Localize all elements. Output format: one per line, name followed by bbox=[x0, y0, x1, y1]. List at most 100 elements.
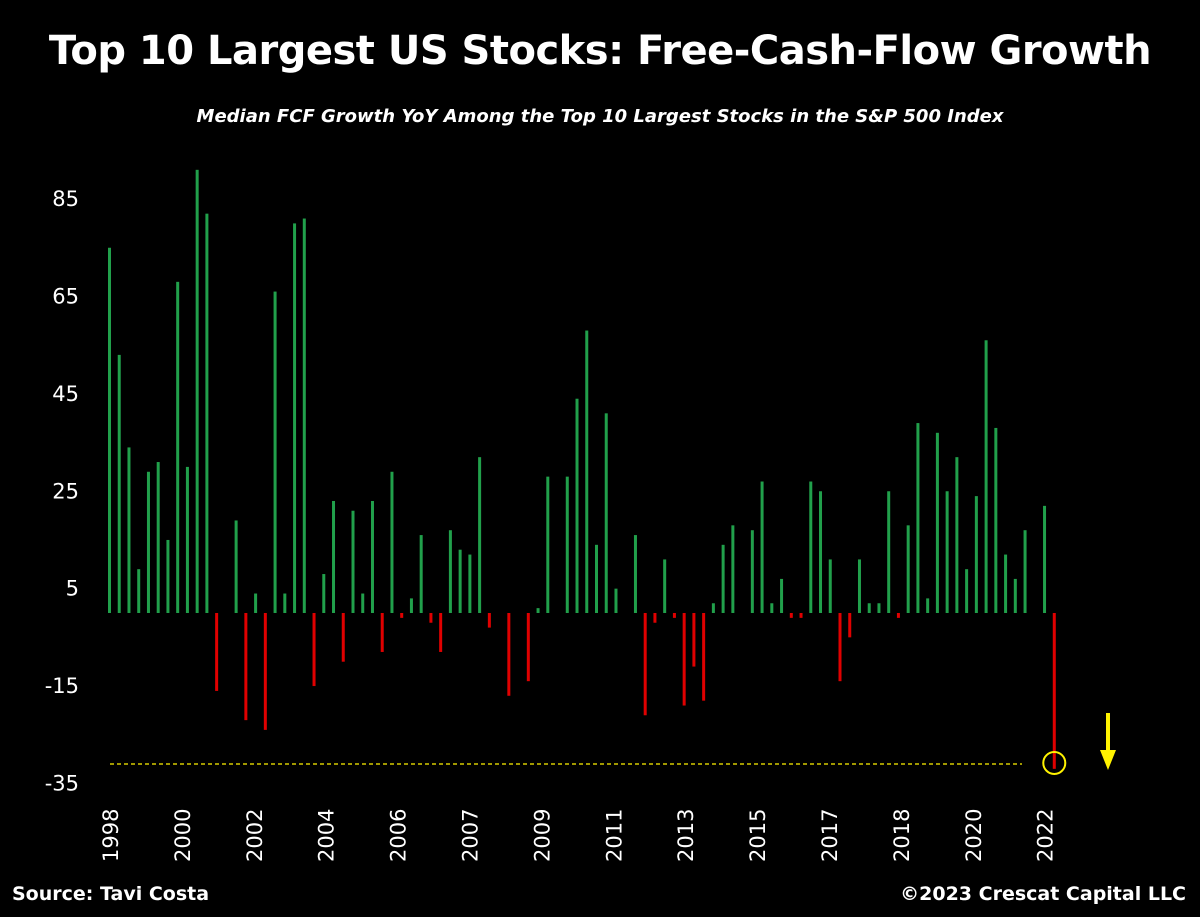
bar-positive bbox=[127, 447, 131, 613]
x-tick-label: 2009 bbox=[530, 809, 554, 862]
x-tick-label: 2013 bbox=[674, 809, 698, 862]
bar-positive bbox=[146, 471, 150, 613]
x-tick-label: 2007 bbox=[459, 809, 483, 862]
bar-positive bbox=[604, 413, 608, 613]
bar-positive bbox=[867, 603, 871, 613]
bar-negative bbox=[380, 613, 384, 652]
down-arrow-icon bbox=[1100, 713, 1116, 770]
x-tick-label: 2002 bbox=[243, 809, 267, 862]
copyright-notice: ©2023 Crescat Capital LLC bbox=[900, 883, 1186, 905]
bar-positive bbox=[478, 457, 482, 613]
bar-positive bbox=[595, 544, 598, 613]
bar-negative bbox=[215, 613, 219, 691]
bar-positive bbox=[1004, 554, 1008, 613]
bar-positive bbox=[370, 500, 374, 613]
bar-positive bbox=[585, 330, 589, 613]
bar-positive bbox=[166, 539, 170, 613]
bar-negative bbox=[439, 613, 443, 652]
bar-positive bbox=[809, 481, 813, 613]
bar-positive bbox=[955, 457, 959, 613]
bar-negative bbox=[244, 613, 248, 721]
bar-positive bbox=[731, 525, 735, 613]
bar-negative bbox=[429, 613, 433, 623]
y-tick-label: 45 bbox=[52, 382, 79, 406]
bar-negative bbox=[1052, 613, 1056, 769]
bar-positive bbox=[575, 398, 579, 613]
bar-positive bbox=[750, 530, 754, 613]
bar-positive bbox=[565, 476, 569, 613]
bar-negative bbox=[799, 613, 803, 618]
bar-positive bbox=[906, 525, 910, 613]
bar-negative bbox=[838, 613, 842, 682]
bar-positive bbox=[1043, 505, 1047, 613]
bar-positive bbox=[877, 603, 881, 613]
bar-negative bbox=[672, 613, 676, 618]
x-tick-label: 2011 bbox=[602, 809, 626, 862]
bar-positive bbox=[390, 471, 394, 613]
highlight-circle bbox=[1042, 750, 1067, 775]
bar-positive bbox=[711, 603, 715, 613]
bar-positive bbox=[332, 500, 336, 613]
bar-negative bbox=[400, 613, 404, 618]
bar-positive bbox=[205, 213, 209, 613]
bar-positive bbox=[409, 598, 413, 613]
bar-positive bbox=[887, 491, 891, 613]
bars-group bbox=[108, 169, 1056, 769]
bar-positive bbox=[984, 340, 988, 613]
bar-positive bbox=[322, 574, 326, 613]
x-tick-label: 2017 bbox=[818, 809, 842, 862]
chart-title: Top 10 Largest US Stocks: Free-Cash-Flow… bbox=[48, 28, 1152, 74]
bar-positive bbox=[721, 544, 725, 613]
bar-positive bbox=[117, 354, 121, 613]
y-tick-label: 25 bbox=[52, 479, 79, 503]
bar-positive bbox=[770, 603, 774, 613]
bar-negative bbox=[312, 613, 316, 687]
bar-negative bbox=[653, 613, 657, 623]
y-tick-label: 5 bbox=[66, 577, 79, 601]
x-tick-label: 2000 bbox=[171, 809, 195, 862]
bar-positive bbox=[1013, 578, 1017, 613]
bar-positive bbox=[828, 559, 832, 613]
bar-positive bbox=[351, 510, 355, 613]
bar-positive bbox=[361, 593, 365, 613]
bar-positive bbox=[916, 423, 920, 613]
bar-positive bbox=[137, 569, 141, 613]
bar-negative bbox=[682, 613, 686, 706]
bar-positive bbox=[419, 535, 423, 613]
bar-positive bbox=[283, 593, 287, 613]
bar-negative bbox=[507, 613, 511, 696]
x-tick-label: 1998 bbox=[99, 809, 123, 862]
annotations-group bbox=[110, 713, 1116, 775]
bar-positive bbox=[857, 559, 861, 613]
bar-negative bbox=[263, 613, 267, 730]
bar-positive bbox=[546, 476, 550, 613]
bar-positive bbox=[1023, 530, 1027, 613]
bar-positive bbox=[293, 223, 297, 613]
bar-positive bbox=[663, 559, 667, 613]
bar-positive bbox=[926, 598, 930, 613]
bar-positive bbox=[195, 169, 199, 613]
bar-positive bbox=[536, 608, 540, 613]
bar-positive bbox=[945, 491, 949, 613]
bar-positive bbox=[448, 530, 452, 613]
bar-positive bbox=[935, 432, 939, 613]
bar-positive bbox=[468, 554, 472, 613]
bar-positive bbox=[302, 218, 306, 613]
bar-negative bbox=[526, 613, 530, 682]
x-tick-label: 2018 bbox=[890, 809, 914, 862]
x-axis-labels: 1998 2000 2002 2004 2006 2007 2009 2011 2013 2015… bbox=[99, 809, 1058, 862]
bar-positive bbox=[185, 466, 189, 613]
bar-negative bbox=[896, 613, 900, 618]
bar-negative bbox=[702, 613, 706, 701]
source-credit: Source: Tavi Costa bbox=[12, 883, 210, 905]
bar-positive bbox=[108, 247, 111, 613]
y-tick-label: 65 bbox=[52, 284, 79, 308]
bar-positive bbox=[974, 496, 978, 613]
bar-negative bbox=[487, 613, 491, 628]
bar-positive bbox=[254, 593, 258, 613]
y-tick-label: 85 bbox=[52, 187, 79, 211]
bar-negative bbox=[789, 613, 793, 618]
bar-positive bbox=[273, 291, 277, 613]
x-tick-label: 2022 bbox=[1034, 809, 1058, 862]
